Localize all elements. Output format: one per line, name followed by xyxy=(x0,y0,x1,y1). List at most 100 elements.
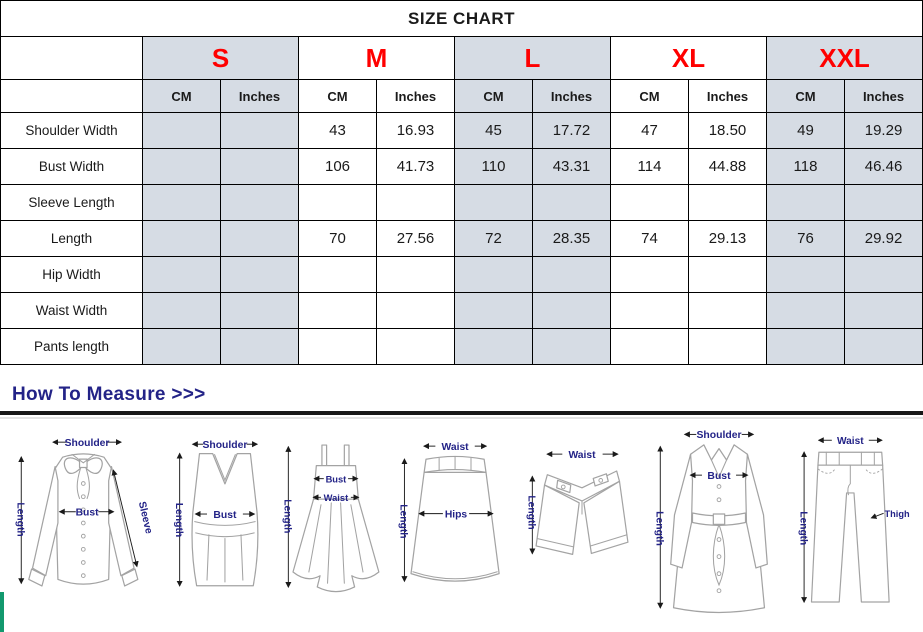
size-header-s: S xyxy=(142,36,299,80)
table-cell xyxy=(376,256,455,293)
table-cell xyxy=(688,184,767,221)
table-cell xyxy=(142,292,221,329)
size-header-row: S M L XL XXL xyxy=(0,36,923,80)
unit-header: Inches xyxy=(532,79,611,113)
coat-outline xyxy=(669,444,768,614)
table-cell xyxy=(142,256,221,293)
table-cell xyxy=(142,184,221,221)
waist-label: Waist xyxy=(568,449,596,460)
size-header-m: M xyxy=(298,36,455,80)
table-cell xyxy=(142,328,221,365)
table-cell xyxy=(220,184,299,221)
length-label: Length xyxy=(15,502,26,536)
how-to-measure-heading: How To Measure >>> xyxy=(12,384,206,405)
table-cell xyxy=(376,184,455,221)
table-cell xyxy=(688,292,767,329)
row-label: Sleeve Length xyxy=(0,184,143,221)
table-cell: 118 xyxy=(766,148,845,185)
length-label: Length xyxy=(797,511,808,545)
length-label: Length xyxy=(172,502,183,537)
tank-top-diagram: Shoulder Length Bust xyxy=(172,439,258,587)
unit-header: CM xyxy=(142,79,221,113)
table-cell: 106 xyxy=(298,148,377,185)
table-cell xyxy=(454,184,533,221)
table-cell xyxy=(142,220,221,257)
coat-measure-arrows: Shoulder Bust Length xyxy=(653,430,754,609)
title-row: SIZE CHART xyxy=(0,0,923,37)
thigh-label: Thigh xyxy=(885,509,910,519)
hips-label: Hips xyxy=(444,509,467,520)
size-header-xxl: XXL xyxy=(765,36,923,80)
table-row: Length 70 27.56 72 28.35 74 29.13 76 29.92 xyxy=(0,220,923,257)
shorts-diagram: Waist Length xyxy=(526,449,629,555)
corner-cell xyxy=(0,79,143,113)
pants-measure-arrows: Waist Length Thigh xyxy=(797,436,910,604)
table-cell xyxy=(843,256,923,293)
table-cell xyxy=(610,184,689,221)
table-cell xyxy=(220,112,299,149)
waist-label: Waist xyxy=(441,441,469,452)
shorts-outline xyxy=(535,469,629,555)
bust-label: Bust xyxy=(707,471,731,482)
table-cell xyxy=(532,184,611,221)
table-cell xyxy=(298,184,377,221)
table-cell xyxy=(220,328,299,365)
skirt-measure-arrows: Waist Hips Length xyxy=(397,441,494,582)
blouse-outline xyxy=(28,452,139,587)
row-label: Waist Width xyxy=(0,292,143,329)
table-cell xyxy=(220,148,299,185)
table-cell xyxy=(843,292,923,329)
unit-header-row: CM Inches CM Inches CM Inches CM Inches … xyxy=(0,79,923,113)
blouse-diagram: Shoulder Length Bust Sleeve xyxy=(15,437,154,587)
pants-diagram: Waist Length Thigh xyxy=(797,436,910,604)
length-label: Length xyxy=(282,499,293,533)
shoulder-label: Shoulder xyxy=(65,437,110,448)
table-cell xyxy=(376,328,455,365)
table-cell xyxy=(298,292,377,329)
table-cell: 110 xyxy=(454,148,533,185)
table-cell: 46.46 xyxy=(843,148,923,185)
table-cell xyxy=(843,328,923,365)
table-cell xyxy=(766,256,845,293)
table-cell xyxy=(220,220,299,257)
coat-diagram: Shoulder Bust Length xyxy=(653,430,768,614)
shorts-measure-arrows: Waist Length xyxy=(526,449,619,555)
table-cell xyxy=(220,256,299,293)
table-row: Pants length xyxy=(0,328,923,365)
dress-diagram: Bust Waist Length xyxy=(282,443,380,592)
table-cell xyxy=(766,328,845,365)
table-cell xyxy=(766,184,845,221)
tank-top-outline xyxy=(190,452,258,586)
table-cell: 43 xyxy=(298,112,377,149)
unit-header: CM xyxy=(298,79,377,113)
table-row: Sleeve Length xyxy=(0,184,923,221)
table-cell: 45 xyxy=(454,112,533,149)
unit-header: CM xyxy=(610,79,689,113)
table-cell xyxy=(142,112,221,149)
table-cell xyxy=(376,292,455,329)
table-cell: 28.35 xyxy=(532,220,611,257)
table-cell: 16.93 xyxy=(376,112,455,149)
table-row: Waist Width xyxy=(0,292,923,329)
row-label: Shoulder Width xyxy=(0,112,143,149)
table-cell xyxy=(610,292,689,329)
shoulder-label: Shoulder xyxy=(696,430,741,441)
bust-label: Bust xyxy=(76,507,100,518)
table-cell xyxy=(610,256,689,293)
table-cell xyxy=(843,184,923,221)
tank-top-measure-arrows: Shoulder Length Bust xyxy=(172,439,258,587)
table-cell xyxy=(298,256,377,293)
green-edge-strip xyxy=(0,592,4,632)
pants-outline xyxy=(810,451,890,603)
table-cell: 72 xyxy=(454,220,533,257)
waist-label: Waist xyxy=(324,493,349,503)
divider-rule xyxy=(0,411,923,415)
table-cell xyxy=(610,328,689,365)
shoulder-label: Shoulder xyxy=(202,439,247,450)
table-cell xyxy=(454,292,533,329)
table-cell xyxy=(532,328,611,365)
length-label: Length xyxy=(397,504,408,538)
table-cell xyxy=(454,328,533,365)
table-cell: 49 xyxy=(766,112,845,149)
table-cell xyxy=(532,292,611,329)
